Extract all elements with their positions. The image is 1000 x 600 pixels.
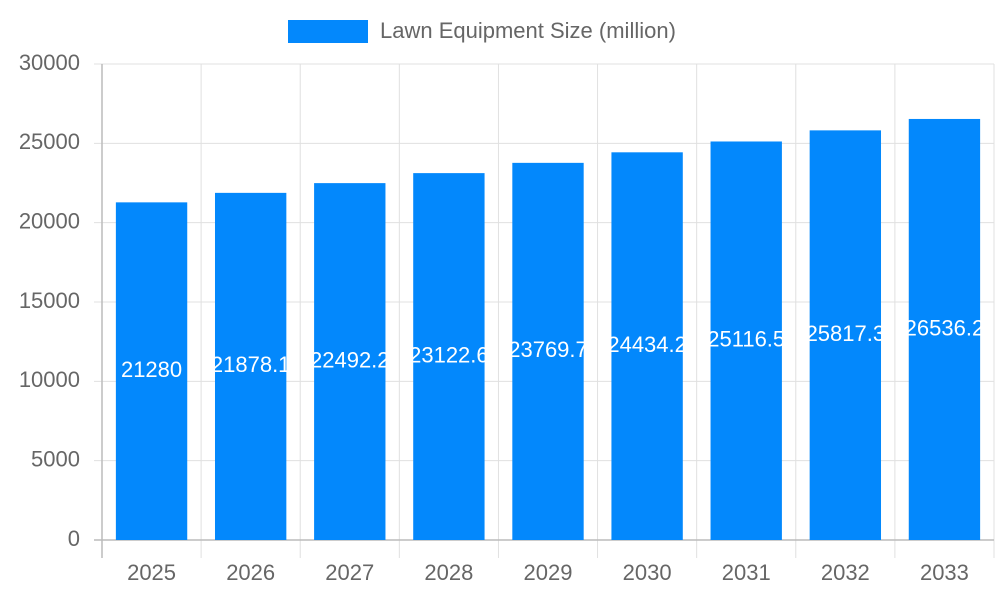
- data-label: 21280: [121, 357, 182, 382]
- y-tick-label: 10000: [19, 367, 80, 392]
- y-tick-label: 5000: [31, 446, 80, 471]
- data-label: 24434.2: [607, 332, 687, 357]
- x-tick-label: 2030: [623, 560, 672, 585]
- x-tick-label: 2033: [920, 560, 969, 585]
- bar: [214, 192, 287, 540]
- x-tick-label: 2029: [524, 560, 573, 585]
- data-label: 26536.2: [905, 315, 985, 340]
- data-label: 23769.7: [508, 337, 588, 362]
- data-label: 21878.1: [211, 352, 291, 377]
- y-tick-label: 25000: [19, 129, 80, 154]
- bar: [512, 162, 584, 540]
- x-tick-label: 2027: [325, 560, 374, 585]
- data-label: 25817.3: [806, 321, 886, 346]
- y-tick-label: 20000: [19, 208, 80, 233]
- bar: [413, 173, 485, 541]
- y-tick-label: 15000: [19, 288, 80, 313]
- data-label: 25116.5: [707, 327, 785, 352]
- x-tick-label: 2028: [424, 560, 473, 585]
- bar: [611, 152, 683, 540]
- bar: [908, 118, 981, 541]
- x-tick-label: 2026: [226, 560, 275, 585]
- bar: [809, 130, 882, 540]
- data-label: 22492.2: [310, 347, 390, 372]
- data-label: 23122.6: [409, 342, 489, 367]
- x-tick-label: 2031: [722, 560, 771, 585]
- legend-label: Lawn Equipment Size (million): [380, 18, 676, 43]
- y-tick-label: 30000: [19, 50, 80, 75]
- bar: [710, 141, 782, 540]
- legend-swatch: [288, 20, 368, 43]
- bar: [314, 183, 386, 540]
- bar: [115, 202, 188, 540]
- y-tick-label: 0: [68, 526, 80, 551]
- x-tick-label: 2032: [821, 560, 870, 585]
- x-tick-label: 2025: [127, 560, 176, 585]
